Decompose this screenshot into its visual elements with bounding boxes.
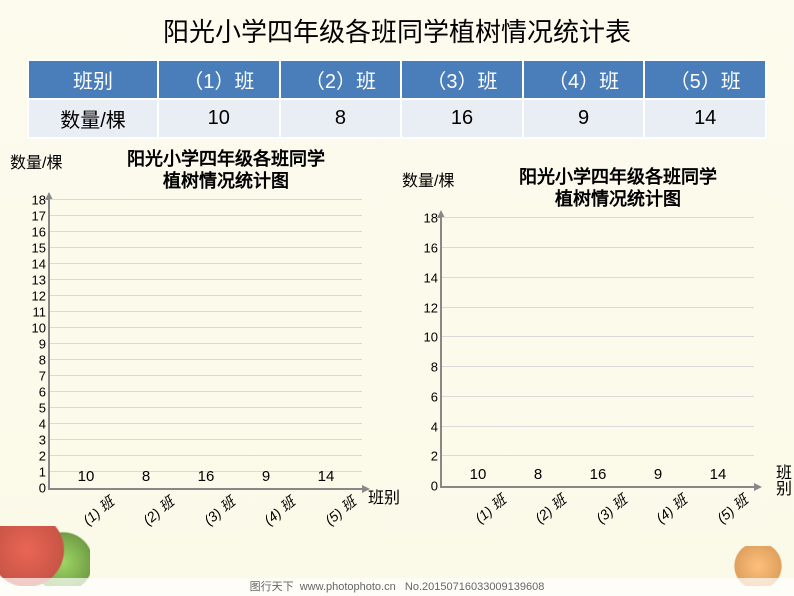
bar-value-label: 8	[142, 468, 150, 485]
y-tick: 13	[32, 273, 50, 288]
bar-value-label: 16	[590, 466, 607, 483]
bar-value-label: 16	[198, 468, 215, 485]
chart-title-line1: 阳光小学四年级各班同学	[127, 149, 325, 169]
y-tick: 6	[39, 385, 50, 400]
plot-area: 02468101214161810816914	[440, 218, 754, 488]
charts-row: 数量/棵 阳光小学四年级各班同学 植树情况统计图 012345678910111…	[0, 149, 794, 526]
y-tick: 6	[431, 389, 442, 404]
chart-title-line1: 阳光小学四年级各班同学	[519, 167, 717, 187]
y-tick: 5	[39, 401, 50, 416]
y-tick: 15	[32, 241, 50, 256]
y-tick: 7	[39, 369, 50, 384]
chart-left: 数量/棵 阳光小学四年级各班同学 植树情况统计图 012345678910111…	[10, 149, 392, 526]
data-row-label: 数量/棵	[28, 99, 158, 138]
x-axis-label: 班别	[368, 484, 400, 508]
y-tick: 18	[424, 211, 442, 226]
data-table: 班别 （1）班 （2）班 （3）班 （4）班 （5）班 数量/棵 10 8 16…	[27, 59, 767, 139]
footer-id: No.20150716033009139608	[405, 581, 544, 593]
y-tick: 16	[424, 240, 442, 255]
y-tick: 9	[39, 337, 50, 352]
y-tick: 10	[32, 321, 50, 336]
table-data-row: 数量/棵 10 8 16 9 14	[28, 99, 766, 138]
bar-value-label: 9	[654, 466, 662, 483]
x-axis-label: 班别	[776, 466, 792, 498]
col-header: （5）班	[644, 60, 766, 99]
cell-value: 10	[158, 99, 280, 138]
y-tick: 17	[32, 209, 50, 224]
bar-value-label: 8	[534, 466, 542, 483]
col-header: （2）班	[280, 60, 402, 99]
x-axis-label-text: 班别	[776, 465, 792, 498]
chart-title: 阳光小学四年级各班同学 植树情况统计图	[402, 167, 784, 210]
bar-value-label: 14	[318, 468, 335, 485]
y-tick: 12	[424, 300, 442, 315]
y-axis-label: 数量/棵	[10, 149, 62, 173]
bar-value-label: 14	[710, 466, 727, 483]
header-row-label: 班别	[28, 60, 158, 99]
chart-title: 阳光小学四年级各班同学 植树情况统计图	[10, 149, 392, 192]
y-tick: 8	[431, 360, 442, 375]
cell-value: 14	[644, 99, 766, 138]
col-header: （4）班	[523, 60, 645, 99]
y-tick: 10	[424, 330, 442, 345]
decorative-fruit-icon	[0, 526, 90, 586]
y-tick: 14	[424, 270, 442, 285]
y-tick: 18	[32, 193, 50, 208]
col-header: （1）班	[158, 60, 280, 99]
bar-value-label: 9	[262, 468, 270, 485]
y-tick: 0	[39, 481, 50, 496]
y-tick: 4	[431, 419, 442, 434]
y-tick: 2	[431, 449, 442, 464]
y-tick: 1	[39, 465, 50, 480]
cell-value: 9	[523, 99, 645, 138]
x-tick-labels: (1) 班(2) 班(3) 班(4) 班(5) 班	[440, 488, 754, 524]
chart-title-line2: 植树情况统计图	[555, 189, 681, 209]
table-header-row: 班别 （1）班 （2）班 （3）班 （4）班 （5）班	[28, 60, 766, 99]
col-header: （3）班	[401, 60, 523, 99]
y-tick: 16	[32, 225, 50, 240]
y-tick: 14	[32, 257, 50, 272]
y-axis-label: 数量/棵	[402, 167, 454, 191]
x-tick-labels: (1) 班(2) 班(3) 班(4) 班(5) 班	[48, 490, 362, 526]
bars-container: 10 8 16 9 14	[50, 200, 362, 488]
footer-site-label: 图行天下	[250, 581, 294, 593]
footer-url: www.photophoto.cn	[300, 581, 396, 593]
bar-value-label: 10	[78, 468, 95, 485]
bars-container: 10 8 16 9 14	[442, 218, 754, 486]
y-tick: 0	[431, 479, 442, 494]
plot-area: 012345678910111213141516171810816914	[48, 200, 362, 490]
y-tick: 4	[39, 417, 50, 432]
page-title: 阳光小学四年级各班同学植树情况统计表	[0, 0, 794, 59]
chart-title-line2: 植树情况统计图	[163, 171, 289, 191]
y-tick: 8	[39, 353, 50, 368]
chart-right: 数量/棵 阳光小学四年级各班同学 植树情况统计图 0 2 4 6 8 10 12 14 16 18…	[402, 149, 784, 526]
bar-value-label: 10	[470, 466, 487, 483]
footer-watermark: 图行天下 www.photophoto.cn No.20150716033009…	[0, 578, 794, 596]
y-tick: 11	[33, 305, 51, 320]
cell-value: 8	[280, 99, 402, 138]
y-tick: 2	[39, 449, 50, 464]
cell-value: 16	[401, 99, 523, 138]
y-tick: 3	[39, 433, 50, 448]
y-tick: 12	[32, 289, 50, 304]
